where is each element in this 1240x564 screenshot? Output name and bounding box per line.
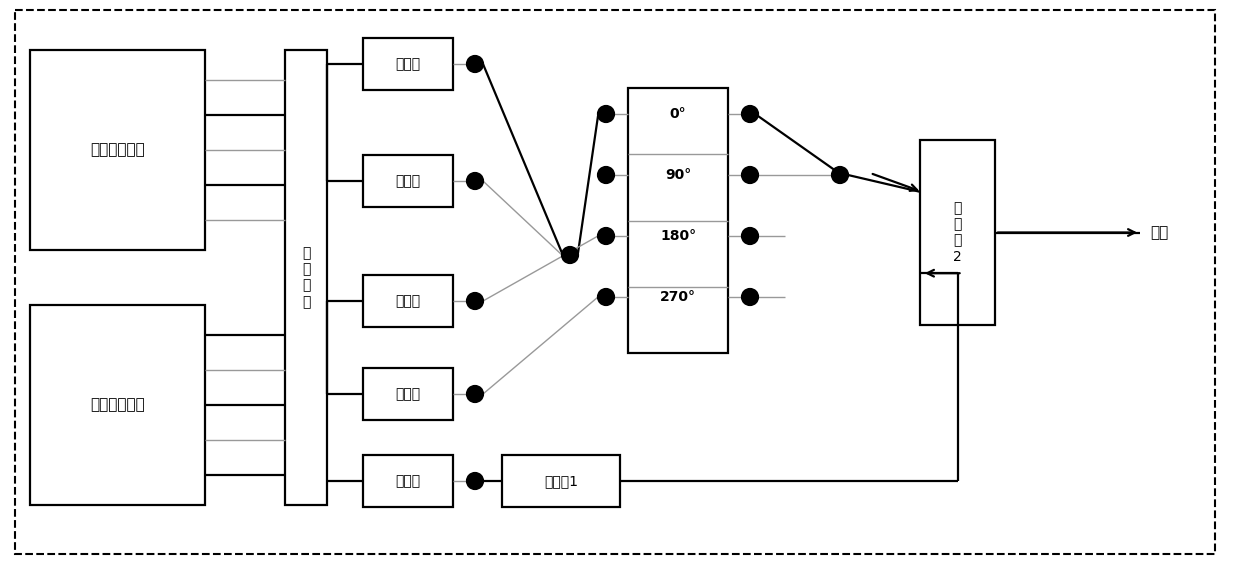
Bar	[502, 455, 620, 507]
Circle shape	[832, 167, 848, 183]
Text: 功分器: 功分器	[396, 174, 420, 188]
Circle shape	[467, 473, 484, 489]
Circle shape	[467, 173, 484, 189]
Circle shape	[598, 228, 614, 244]
Text: 90°: 90°	[665, 168, 691, 182]
Text: 合路器1: 合路器1	[544, 474, 578, 488]
Text: 射
频
开
关: 射 频 开 关	[301, 246, 310, 309]
Text: 输出: 输出	[1149, 225, 1168, 240]
Text: 270°: 270°	[660, 290, 696, 304]
Circle shape	[742, 228, 758, 244]
Circle shape	[742, 289, 758, 305]
Bar	[363, 455, 453, 507]
Text: 180°: 180°	[660, 229, 696, 243]
Circle shape	[467, 386, 484, 402]
Text: 功分器: 功分器	[396, 387, 420, 401]
Text: 功分器: 功分器	[396, 57, 420, 71]
Circle shape	[467, 293, 484, 309]
Circle shape	[598, 106, 614, 122]
Text: 功分器: 功分器	[396, 474, 420, 488]
Text: 合
路
器
2: 合 路 器 2	[954, 201, 962, 264]
Circle shape	[598, 289, 614, 305]
Text: 0°: 0°	[670, 107, 686, 121]
Bar	[363, 38, 453, 90]
Text: 印刷微带天线: 印刷微带天线	[91, 143, 145, 157]
Circle shape	[467, 56, 484, 72]
Bar	[30, 50, 205, 250]
Text: 功分器: 功分器	[396, 294, 420, 308]
Circle shape	[598, 167, 614, 183]
Bar	[285, 50, 327, 505]
Circle shape	[742, 106, 758, 122]
Bar	[920, 140, 994, 325]
Bar	[363, 275, 453, 327]
Bar	[363, 368, 453, 420]
Circle shape	[562, 247, 578, 263]
Text: 有源折叠天线: 有源折叠天线	[91, 398, 145, 412]
Bar	[363, 155, 453, 207]
Bar	[30, 305, 205, 505]
Circle shape	[742, 167, 758, 183]
Bar	[627, 88, 728, 353]
